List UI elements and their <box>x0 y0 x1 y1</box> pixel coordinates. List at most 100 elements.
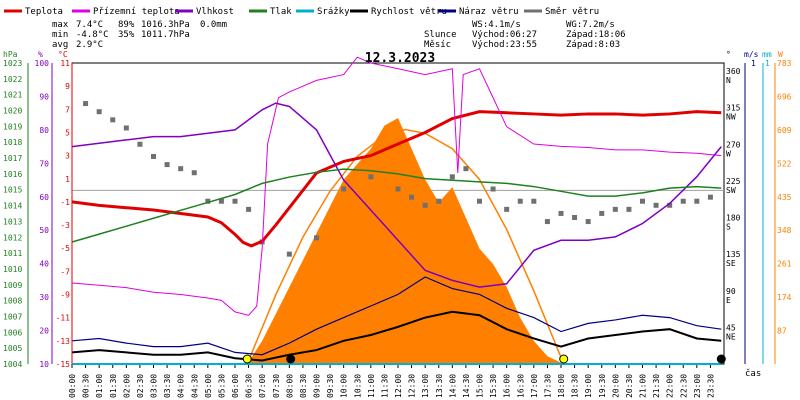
wind-gust-info: WG:7.2m/s <box>566 20 615 30</box>
series-line-wind-speed <box>71 310 722 362</box>
series-line-pressure <box>71 168 722 243</box>
x-tick-label: 08:30 <box>299 374 308 398</box>
humidity-tick-label: 50 <box>39 226 49 235</box>
humidity-tick-label: 90 <box>39 92 49 101</box>
direction-point <box>178 166 184 172</box>
temperature-tick-label: -11 <box>56 314 71 323</box>
direction-point <box>612 206 618 212</box>
wind-axis-unit: m/s <box>744 50 759 59</box>
x-tick-label: 16:30 <box>516 374 525 398</box>
temperature-tick-label: -3 <box>60 221 70 230</box>
direction-tick-degrees: 225 <box>726 177 741 186</box>
moonrise-marker <box>716 354 726 364</box>
x-tick-label: 00:30 <box>82 374 91 398</box>
direction-point <box>123 125 129 131</box>
series-line-humidity <box>71 102 722 288</box>
pressure-tick-label: 1008 <box>3 297 22 306</box>
humidity-tick-label: 10 <box>39 360 49 369</box>
pressure-axis-unit: hPa <box>3 50 18 59</box>
x-tick-label: 10:00 <box>340 374 349 398</box>
direction-point <box>164 162 170 168</box>
legend-label: Náraz větru <box>459 7 519 17</box>
direction-tick-compass: NE <box>726 332 736 341</box>
temperature-tick-label: 11 <box>60 59 70 68</box>
humidity-tick-label: 30 <box>39 293 49 302</box>
solar-tick-label: 174 <box>777 293 792 302</box>
solar-radiation-area <box>247 117 564 365</box>
x-tick-label: 18:30 <box>571 374 580 398</box>
sunset-info: Západ:18:06 <box>566 30 626 40</box>
legend-label: Přízemní teplota <box>93 7 180 17</box>
x-tick-label: 19:30 <box>598 374 607 398</box>
direction-point <box>653 202 659 208</box>
x-tick-label: 06:30 <box>245 374 254 398</box>
x-tick-label: 09:00 <box>313 374 322 398</box>
direction-tick-compass: SE <box>726 259 736 268</box>
temperature-tick-label: -9 <box>60 291 70 300</box>
direction-point <box>422 202 428 208</box>
stats-min-label: min <box>52 30 68 40</box>
chart-title: 12.3.2023 <box>365 51 435 66</box>
direction-point <box>626 206 632 212</box>
pressure-tick-label: 1016 <box>3 170 22 179</box>
direction-point <box>96 109 102 115</box>
sunrise-info: Východ:06:27 <box>472 30 537 40</box>
x-tick-label: 12:00 <box>394 374 403 398</box>
x-tick-label: 14:00 <box>448 374 457 398</box>
pressure-tick-label: 1010 <box>3 265 22 274</box>
series-line-ground-temperature <box>71 56 722 316</box>
legend-label: Vlhkost <box>196 7 234 17</box>
direction-point <box>558 210 564 216</box>
x-tick-label: 00:00 <box>68 374 77 398</box>
direction-point <box>137 141 143 147</box>
x-tick-label: 22:30 <box>679 374 688 398</box>
x-tick-label: 14:30 <box>462 374 471 398</box>
pressure-tick-label: 1015 <box>3 186 22 195</box>
stats-max-pressure: 1016.3hPa <box>141 20 190 30</box>
x-tick-label: 05:30 <box>217 374 226 398</box>
sunset-marker <box>559 354 569 364</box>
rain-axis-unit: mm <box>762 50 772 59</box>
direction-point <box>640 198 645 204</box>
x-tick-label: 03:30 <box>163 374 172 398</box>
x-tick-label: 17:30 <box>543 374 552 398</box>
temperature-tick-label: 9 <box>65 82 70 91</box>
x-tick-label: 23:30 <box>706 374 715 398</box>
direction-tick-compass: E <box>726 296 731 305</box>
x-tick-label: 02:30 <box>136 374 145 398</box>
humidity-tick-label: 70 <box>39 159 49 168</box>
solar-tick-label: 783 <box>777 59 792 68</box>
stats-max-temp: 7.4°C <box>76 20 103 30</box>
pressure-tick-label: 1013 <box>3 217 22 226</box>
legend-label: Tlak <box>270 7 292 17</box>
direction-tick-compass: W <box>726 149 731 158</box>
x-tick-label: 09:30 <box>326 374 335 398</box>
theoretical-solar-line <box>246 128 565 365</box>
stats-min-humidity: 35% <box>118 30 135 40</box>
direction-point <box>205 198 211 204</box>
x-tick-label: 11:00 <box>367 374 376 398</box>
direction-point <box>517 198 523 204</box>
direction-tick-degrees: 90 <box>726 287 736 296</box>
legend-label: Teplota <box>25 7 63 17</box>
pressure-tick-label: 1005 <box>3 344 22 353</box>
x-tick-label: 10:30 <box>353 374 362 398</box>
x-tick-label: 21:30 <box>652 374 661 398</box>
direction-point <box>599 210 605 216</box>
humidity-tick-label: 40 <box>39 260 49 269</box>
solar-tick-label: 87 <box>777 327 787 336</box>
moon-info-label: Měsíc <box>424 40 451 50</box>
direction-point <box>544 219 550 225</box>
stats-max-label: max <box>52 20 69 30</box>
x-tick-label: 04:00 <box>177 374 186 398</box>
solar-tick-label: 696 <box>777 92 792 101</box>
direction-tick-degrees: 45 <box>726 323 736 332</box>
stats-max-humidity: 89% <box>118 20 135 30</box>
x-tick-label: 05:00 <box>204 374 213 398</box>
wind-speed-info: WS:4.1m/s <box>472 20 521 30</box>
x-tick-label: 20:30 <box>625 374 634 398</box>
direction-point <box>314 235 319 241</box>
direction-point <box>409 194 415 200</box>
stats-min-temp: -4.8°C <box>76 30 109 40</box>
